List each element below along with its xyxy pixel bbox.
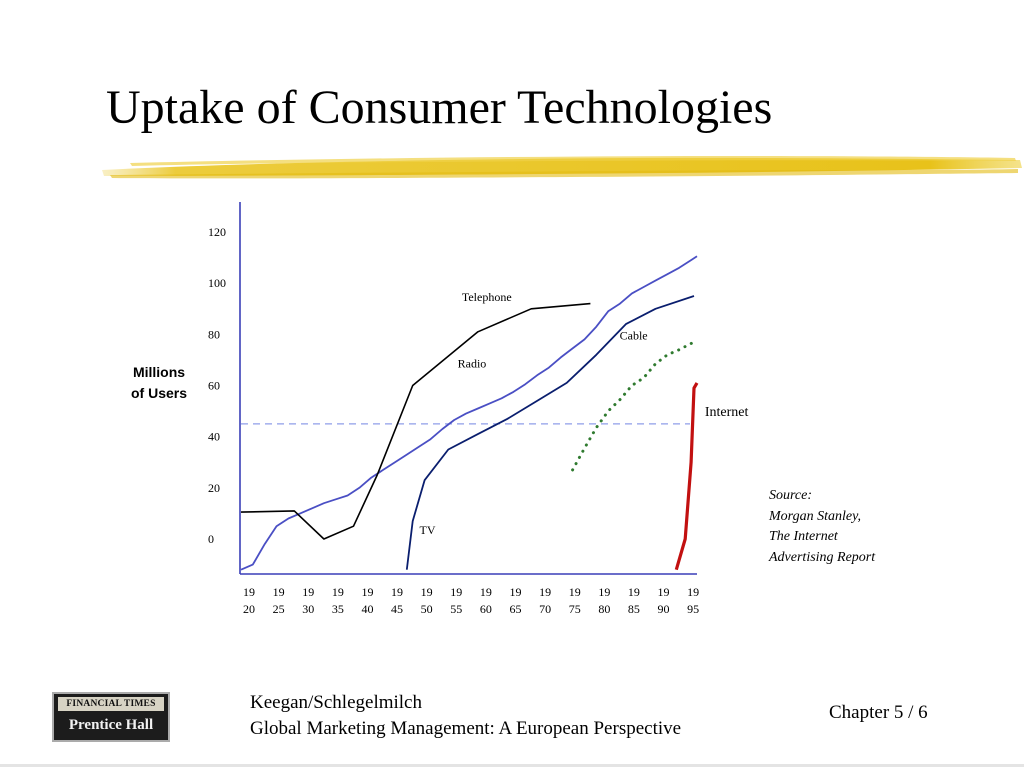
x-tick-label-top: 19 (273, 585, 285, 599)
y-axis-label-line-1: Millions (132, 364, 186, 380)
series-label-internet: Internet (705, 405, 749, 420)
x-tick-label-bottom: 20 (243, 602, 255, 616)
y-tick-label: 60 (208, 379, 220, 393)
x-tick-label-top: 19 (361, 585, 373, 599)
logo-prentice-hall: Prentice Hall (68, 717, 154, 733)
footer-author: Keegan/Schlegelmilch (250, 692, 422, 713)
title-underline-brush (102, 156, 1022, 179)
bottom-divider (0, 764, 1024, 767)
series-label-radio: Radio (458, 357, 487, 371)
series-label-tv: TV (420, 523, 436, 537)
y-tick-label: 120 (208, 225, 226, 239)
footer-citation: Keegan/Schlegelmilch Global Marketing Ma… (250, 690, 681, 742)
x-tick-label-bottom: 90 (658, 602, 670, 616)
slide-title: Uptake of Consumer Technologies (106, 81, 773, 134)
x-tick-label-top: 19 (450, 585, 462, 599)
x-tick-label-top: 19 (628, 585, 640, 599)
x-tick-label-bottom: 80 (598, 602, 610, 616)
x-tick-label-bottom: 70 (539, 602, 551, 616)
x-tick-label-bottom: 60 (480, 602, 492, 616)
source-line: The Internet (769, 529, 838, 544)
x-tick-label-bottom: 50 (421, 602, 433, 616)
footer-book-title: Global Marketing Management: A European … (250, 718, 682, 739)
x-tick-label-bottom: 35 (332, 602, 344, 616)
x-tick-label-top: 19 (569, 585, 581, 599)
series-line-radio (240, 255, 698, 571)
y-axis-label: Millions of Users (118, 362, 200, 404)
series-line-telephone (240, 302, 591, 540)
y-tick-label: 40 (208, 430, 220, 444)
x-tick-label-top: 19 (243, 585, 255, 599)
x-tick-label-top: 19 (391, 585, 403, 599)
x-tick-label-bottom: 40 (361, 602, 373, 616)
x-tick-label-bottom: 45 (391, 602, 403, 616)
x-tick-label-top: 19 (658, 585, 670, 599)
x-tick-label-bottom: 25 (273, 602, 285, 616)
y-tick-label: 0 (208, 532, 214, 546)
x-tick-label-top: 19 (421, 585, 433, 599)
x-tick-label-bottom: 75 (569, 602, 581, 616)
series-label-telephone: Telephone (462, 290, 512, 304)
y-axis-label-line-2: of Users (130, 385, 188, 401)
x-tick-label-bottom: 65 (509, 602, 521, 616)
x-tick-label-bottom: 95 (687, 602, 699, 616)
y-tick-label: 80 (208, 327, 220, 341)
series-line-cable (571, 340, 696, 472)
y-tick-label: 20 (208, 481, 220, 495)
x-tick-label-bottom: 30 (302, 602, 314, 616)
source-line: Advertising Report (769, 549, 876, 565)
publisher-logo: FINANCIAL TIMES Prentice Hall (52, 692, 170, 742)
x-tick-label-top: 19 (509, 585, 521, 599)
x-tick-label-bottom: 85 (628, 602, 640, 616)
series-label-cable: Cable (620, 328, 648, 342)
logo-financial-times: FINANCIAL TIMES (58, 697, 164, 711)
x-tick-label-bottom: 55 (450, 602, 462, 616)
y-tick-label: 100 (208, 276, 226, 290)
chapter-label: Chapter 5 / 6 (829, 702, 928, 723)
x-tick-label-top: 19 (598, 585, 610, 599)
x-tick-label-top: 19 (687, 585, 699, 599)
source-note: Source: Morgan Stanley, The Internet Adv… (769, 486, 875, 568)
x-tick-label-top: 19 (539, 585, 551, 599)
source-line: Morgan Stanley, (769, 508, 862, 524)
x-tick-label-top: 19 (302, 585, 314, 599)
series-line-internet (674, 382, 699, 571)
series-line-tv (405, 295, 695, 570)
x-tick-label-top: 19 (480, 585, 492, 599)
source-line: Source: (769, 488, 813, 503)
x-tick-label-top: 19 (332, 585, 344, 599)
